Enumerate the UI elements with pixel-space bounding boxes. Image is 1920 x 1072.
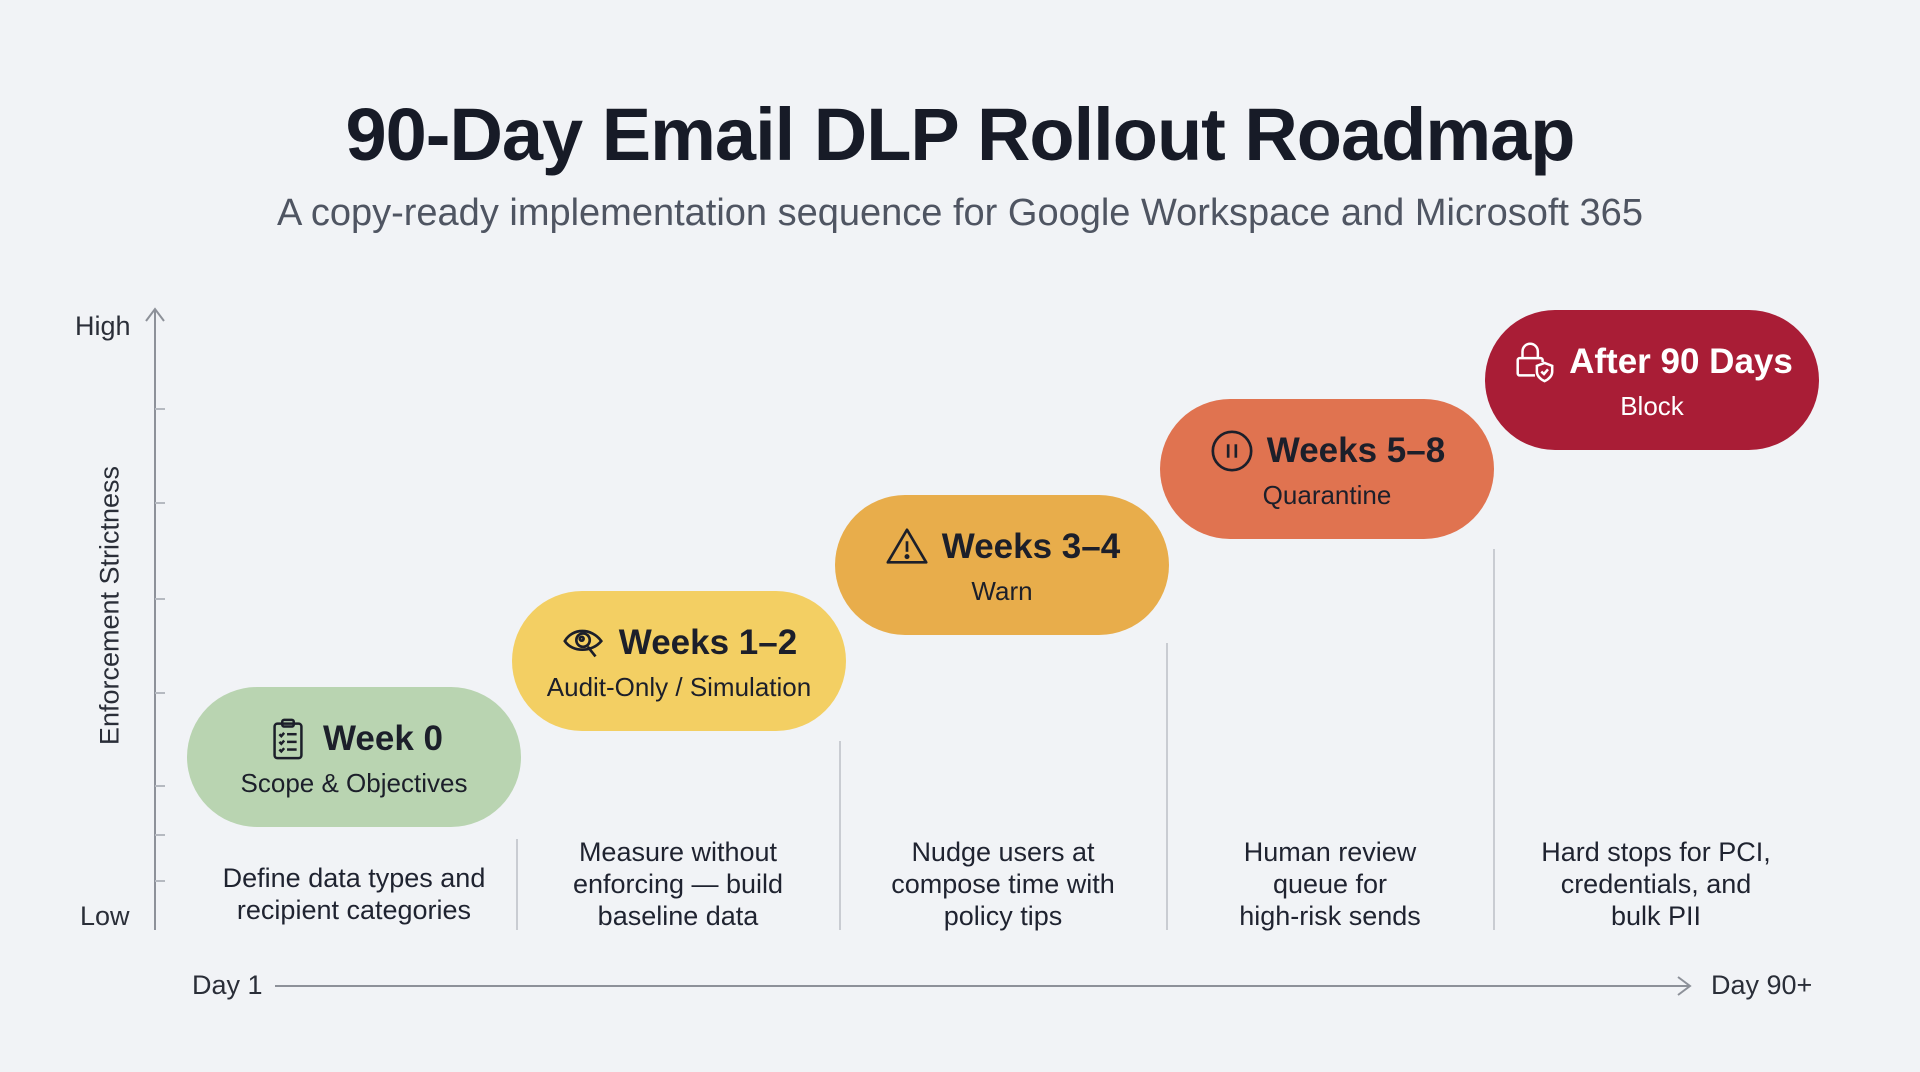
y-axis-tick <box>155 502 165 504</box>
stage-subtitle: Block <box>1620 390 1684 421</box>
description-line: Define data types and <box>222 863 486 893</box>
column-divider <box>516 839 518 930</box>
page-subtitle: A copy-ready implementation sequence for… <box>277 192 1643 234</box>
description-line: queue for <box>1272 869 1388 899</box>
description-line: policy tips <box>943 901 1063 931</box>
page-title: 90-Day Email DLP Rollout Roadmap <box>345 93 1576 176</box>
x-axis-end-label: Day 90+ <box>1711 970 1813 1000</box>
stage-pill-weeks-5-8: Weeks 5–8 Quarantine <box>1160 399 1494 539</box>
stage-subtitle: Scope & Objectives <box>240 767 468 798</box>
description-line: compose time with <box>891 869 1115 899</box>
stage-pill-weeks-1-2: Weeks 1–2 Audit-Only / Simulation <box>512 591 846 731</box>
column-divider <box>1493 549 1495 930</box>
stage-description: Define data types and recipient categori… <box>194 862 514 926</box>
stage-description: Nudge users at compose time with policy … <box>843 836 1163 932</box>
description-line: enforcing — build <box>572 869 784 899</box>
y-axis-title: Enforcement Strictness <box>94 465 125 746</box>
stage-title: After 90 Days <box>1569 341 1793 381</box>
description-line: Hard stops for PCI, <box>1541 837 1771 867</box>
y-axis-tick <box>155 598 165 600</box>
column-divider <box>839 741 841 930</box>
description-line: baseline data <box>597 901 759 931</box>
description-line: bulk PII <box>1610 901 1702 931</box>
stage-subtitle: Audit-Only / Simulation <box>546 671 812 702</box>
stage-pill-weeks-3-4: Weeks 3–4 Warn <box>835 495 1169 635</box>
x-axis-start-label: Day 1 <box>192 970 263 1000</box>
description-line: Nudge users at <box>911 837 1095 867</box>
y-axis-tick <box>155 834 165 836</box>
stage-title: Weeks 1–2 <box>618 622 798 662</box>
y-axis-tick <box>155 785 165 787</box>
y-axis-arrow <box>145 307 165 930</box>
stage-subtitle: Warn <box>971 575 1033 606</box>
y-axis-tick <box>155 880 165 882</box>
stage-title: Weeks 3–4 <box>941 526 1121 566</box>
description-line: Human review <box>1243 837 1417 867</box>
description-line: credentials, and <box>1560 869 1752 899</box>
column-divider <box>1166 643 1168 930</box>
stage-pill-after-90-days: After 90 Days Block <box>1485 310 1819 450</box>
pause-circle-icon <box>1211 429 1253 472</box>
description-line: recipient categories <box>236 895 472 925</box>
description-line: Measure without <box>578 837 778 867</box>
description-line: high-risk sends <box>1239 901 1421 931</box>
stage-description: Human review queue for high-risk sends <box>1170 836 1490 932</box>
stage-title: Week 0 <box>323 718 443 758</box>
x-axis-arrow <box>275 976 1692 996</box>
warning-triangle-icon <box>886 527 928 564</box>
clipboard-checklist-icon <box>273 718 303 759</box>
stage-pill-week-0: Week 0 Scope & Objectives <box>187 687 521 827</box>
lock-shield-icon <box>1516 342 1554 383</box>
y-axis-tick <box>155 692 165 694</box>
eye-magnifier-icon <box>563 629 603 657</box>
stage-description: Hard stops for PCI, credentials, and bul… <box>1496 836 1816 932</box>
y-axis-low-label: Low <box>80 901 130 931</box>
stage-subtitle: Quarantine <box>1262 479 1392 510</box>
y-axis-high-label: High <box>75 311 131 341</box>
stage-description: Measure without enforcing — build baseli… <box>518 836 838 932</box>
stage-title: Weeks 5–8 <box>1266 430 1446 470</box>
y-axis-tick <box>155 408 165 410</box>
